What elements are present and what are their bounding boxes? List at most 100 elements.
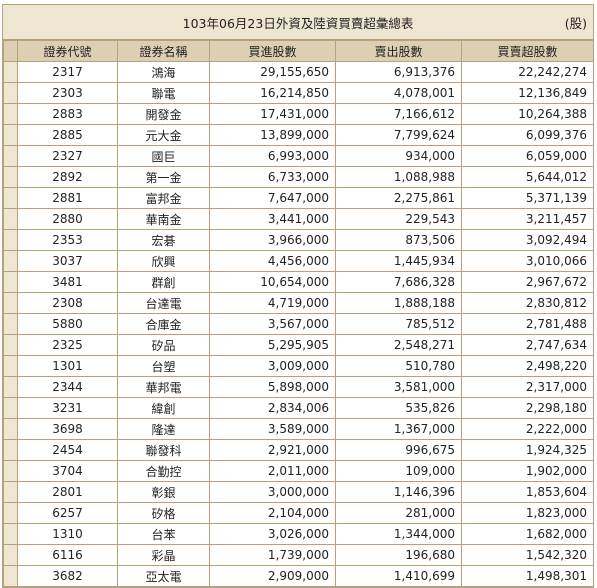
cell-name: 華南金 xyxy=(117,208,210,230)
cell-name: 台達電 xyxy=(117,292,210,314)
report-title: 103年06月23日外資及陸資買賣超彙總表 xyxy=(182,15,414,31)
cell-buy: 3,567,000 xyxy=(209,313,336,335)
cell-name: 亞太電 xyxy=(117,565,210,587)
cell-buy: 5,295,905 xyxy=(209,334,336,356)
table-row: 3037 欣興 4,456,000 1,445,934 3,010,066 xyxy=(3,250,594,272)
row-gutter xyxy=(3,166,18,188)
cell-code: 2885 xyxy=(17,124,118,146)
cell-name: 台苯 xyxy=(117,523,210,545)
cell-net: 2,747,634 xyxy=(461,334,594,356)
cell-sell: 996,675 xyxy=(335,439,462,461)
cell-net: 1,542,320 xyxy=(461,544,594,566)
cell-code: 6116 xyxy=(17,544,118,566)
table-row: 2317 鴻海 29,155,650 6,913,376 22,242,274 xyxy=(3,61,594,83)
table-row: 2308 台達電 4,719,000 1,888,188 2,830,812 xyxy=(3,292,594,314)
row-gutter xyxy=(3,460,18,482)
cell-name: 群創 xyxy=(117,271,210,293)
cell-code: 2801 xyxy=(17,481,118,503)
table-row: 2883 開發金 17,431,000 7,166,612 10,264,388 xyxy=(3,103,594,125)
cell-code: 1301 xyxy=(17,355,118,377)
row-gutter xyxy=(3,355,18,377)
table-row: 3704 合勤控 2,011,000 109,000 1,902,000 xyxy=(3,460,594,482)
cell-name: 元大金 xyxy=(117,124,210,146)
row-gutter xyxy=(3,103,18,125)
cell-name: 第一金 xyxy=(117,166,210,188)
table-row: 3698 隆達 3,589,000 1,367,000 2,222,000 xyxy=(3,418,594,440)
cell-code: 3698 xyxy=(17,418,118,440)
cell-code: 2317 xyxy=(17,61,118,83)
cell-name: 華邦電 xyxy=(117,376,210,398)
row-gutter xyxy=(3,271,18,293)
cell-name: 隆達 xyxy=(117,418,210,440)
header-name[interactable]: 證券名稱 xyxy=(117,40,210,62)
row-gutter xyxy=(3,565,18,587)
row-gutter xyxy=(3,397,18,419)
cell-code: 2881 xyxy=(17,187,118,209)
cell-name: 彩晶 xyxy=(117,544,210,566)
header-code[interactable]: 證券代號 xyxy=(17,40,118,62)
cell-sell: 1,888,188 xyxy=(335,292,462,314)
table-row: 2885 元大金 13,899,000 7,799,624 6,099,376 xyxy=(3,124,594,146)
cell-name: 彰銀 xyxy=(117,481,210,503)
cell-buy: 17,431,000 xyxy=(209,103,336,125)
cell-net: 1,498,301 xyxy=(461,565,594,587)
cell-code: 2327 xyxy=(17,145,118,167)
row-gutter xyxy=(3,334,18,356)
table-row: 2892 第一金 6,733,000 1,088,988 5,644,012 xyxy=(3,166,594,188)
cell-buy: 2,104,000 xyxy=(209,502,336,524)
cell-buy: 3,589,000 xyxy=(209,418,336,440)
cell-net: 3,211,457 xyxy=(461,208,594,230)
cell-net: 2,781,488 xyxy=(461,313,594,335)
cell-net: 12,136,849 xyxy=(461,82,594,104)
cell-net: 2,967,672 xyxy=(461,271,594,293)
cell-net: 1,902,000 xyxy=(461,460,594,482)
cell-name: 國巨 xyxy=(117,145,210,167)
cell-sell: 1,367,000 xyxy=(335,418,462,440)
cell-net: 10,264,388 xyxy=(461,103,594,125)
cell-name: 鴻海 xyxy=(117,61,210,83)
header-net[interactable]: 買賣超股數 xyxy=(461,40,594,62)
table-row: 3481 群創 10,654,000 7,686,328 2,967,672 xyxy=(3,271,594,293)
table-row: 2325 矽品 5,295,905 2,548,271 2,747,634 xyxy=(3,334,594,356)
cell-buy: 6,993,000 xyxy=(209,145,336,167)
row-gutter xyxy=(3,502,18,524)
cell-net: 2,830,812 xyxy=(461,292,594,314)
table-row: 3682 亞太電 2,909,000 1,410,699 1,498,301 xyxy=(3,565,594,587)
cell-buy: 4,456,000 xyxy=(209,250,336,272)
cell-net: 2,222,000 xyxy=(461,418,594,440)
cell-buy: 5,898,000 xyxy=(209,376,336,398)
cell-code: 2344 xyxy=(17,376,118,398)
cell-sell: 1,088,988 xyxy=(335,166,462,188)
cell-name: 合庫金 xyxy=(117,313,210,335)
cell-net: 1,853,604 xyxy=(461,481,594,503)
cell-sell: 7,166,612 xyxy=(335,103,462,125)
row-gutter-header xyxy=(3,40,18,62)
cell-net: 1,682,000 xyxy=(461,523,594,545)
table-row: 2801 彰銀 3,000,000 1,146,396 1,853,604 xyxy=(3,481,594,503)
cell-sell: 510,780 xyxy=(335,355,462,377)
cell-name: 宏碁 xyxy=(117,229,210,251)
cell-sell: 2,275,861 xyxy=(335,187,462,209)
table-row: 5880 合庫金 3,567,000 785,512 2,781,488 xyxy=(3,313,594,335)
cell-sell: 229,543 xyxy=(335,208,462,230)
cell-sell: 1,146,396 xyxy=(335,481,462,503)
cell-sell: 4,078,001 xyxy=(335,82,462,104)
cell-code: 1310 xyxy=(17,523,118,545)
cell-net: 2,317,000 xyxy=(461,376,594,398)
cell-code: 3231 xyxy=(17,397,118,419)
report-panel: 103年06月23日外資及陸資買賣超彙總表 (股) 證券代號 證券名稱 買進股數… xyxy=(2,4,594,588)
cell-name: 合勤控 xyxy=(117,460,210,482)
row-gutter xyxy=(3,187,18,209)
header-buy[interactable]: 買進股數 xyxy=(209,40,336,62)
cell-code: 3481 xyxy=(17,271,118,293)
cell-sell: 7,799,624 xyxy=(335,124,462,146)
cell-code: 6257 xyxy=(17,502,118,524)
cell-sell: 109,000 xyxy=(335,460,462,482)
cell-sell: 934,000 xyxy=(335,145,462,167)
cell-sell: 535,826 xyxy=(335,397,462,419)
header-sell[interactable]: 賣出股數 xyxy=(335,40,462,62)
cell-buy: 16,214,850 xyxy=(209,82,336,104)
table-row: 2327 國巨 6,993,000 934,000 6,059,000 xyxy=(3,145,594,167)
cell-code: 2883 xyxy=(17,103,118,125)
title-bar: 103年06月23日外資及陸資買賣超彙總表 (股) xyxy=(3,5,593,40)
